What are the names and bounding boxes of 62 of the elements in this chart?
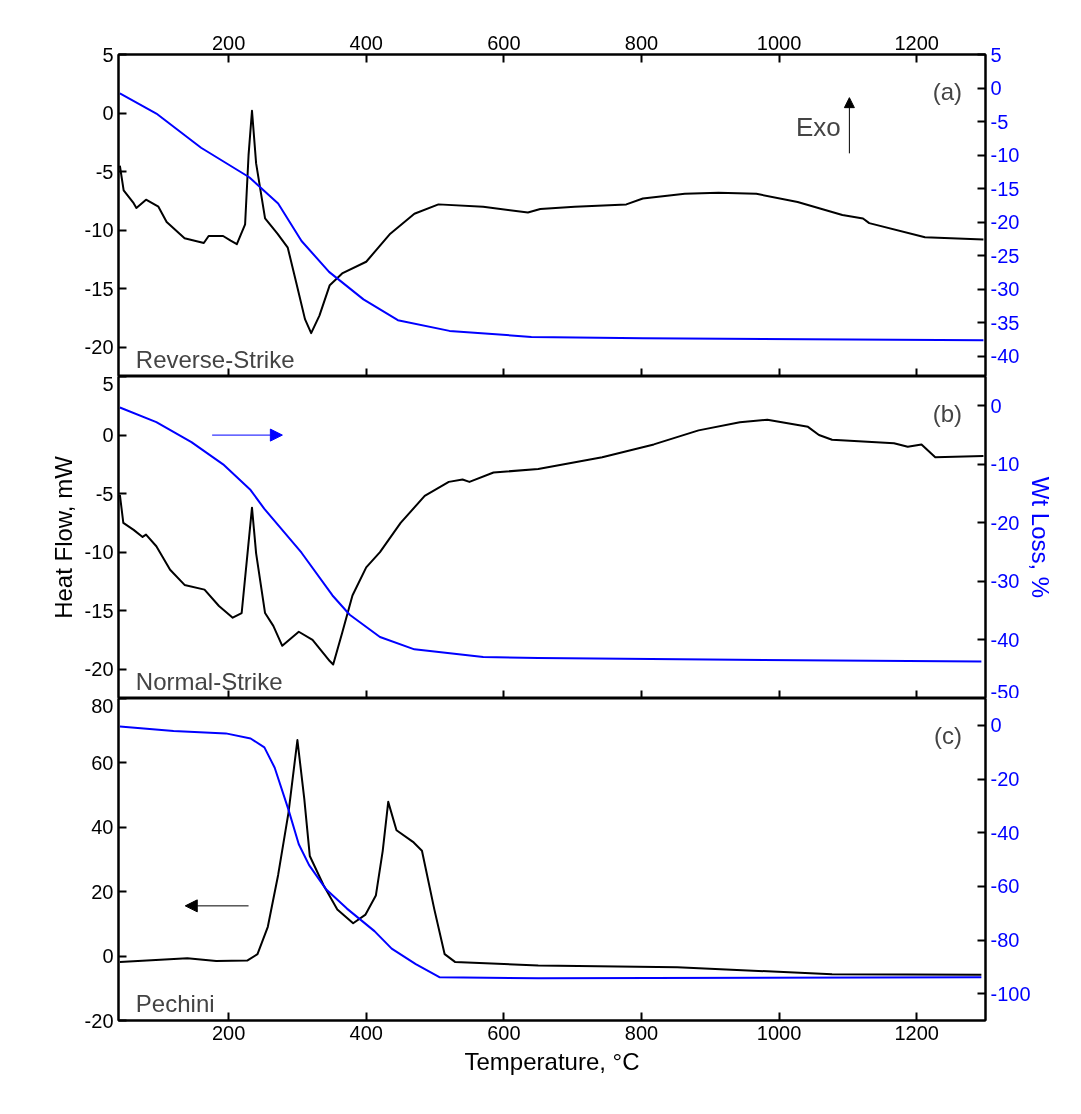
y-tick-label: 0 [102,102,114,125]
y-tick-label: 5 [102,43,114,66]
x2-tick-label: 800 [624,31,659,54]
y2-tick-label: -5 [990,110,1009,133]
y-tick-label: -15 [84,599,114,622]
y-tick-label: -10 [84,541,114,564]
y2-tick-label: -30 [990,278,1020,301]
x-tick-label: 1000 [756,1021,802,1044]
y-tick-label: 40 [91,816,114,839]
y-tick-label: 60 [91,751,114,774]
annotation: (b) [932,400,963,428]
y-tick-label: 80 [91,694,114,717]
y2-tick-label: -40 [990,821,1020,844]
y-tick-label: 0 [102,945,114,968]
y-tick-label: -10 [84,219,114,242]
y-tick-label: -15 [84,277,114,300]
x2-tick-label: 1000 [756,31,802,54]
y-tick-label: 0 [102,424,114,447]
y2-tick-label: -40 [990,628,1020,651]
y2-tick-label: 0 [990,77,1002,100]
x-tick-label: 1200 [894,1021,939,1044]
y-tick-label: -5 [95,482,114,505]
y2-tick-label: -100 [990,982,1031,1005]
y-tick-label: -5 [95,160,114,183]
y-tick-label: -20 [84,1009,114,1032]
x-tick-label: 800 [624,1021,659,1044]
annotation: Reverse-Strike [135,346,295,374]
x2-tick-label: 400 [349,31,383,54]
y2-tick-label: -20 [990,511,1020,534]
annotation: Pechini [135,990,215,1018]
x-tick-label: 400 [349,1021,383,1044]
x-axis-title: Temperature, °C [464,1047,640,1075]
annotation: (c) [934,722,963,750]
x2-tick-label: 1200 [894,31,939,54]
x2-tick-label: 600 [487,31,521,54]
y2-tick-label: 0 [990,394,1002,417]
y2-axis-title: Wt Loss, % [1027,476,1055,599]
y2-tick-label: -30 [990,570,1020,593]
x-tick-label: 600 [487,1021,521,1044]
y2-tick-label: -10 [990,144,1020,167]
y2-tick-label: -50 [990,680,1020,703]
y2-tick-label: -35 [990,311,1020,334]
y2-tick-label: -80 [990,929,1020,951]
y-tick-label: -20 [84,336,114,359]
y2-tick-label: 0 [990,714,1002,737]
y2-tick-label: -40 [990,345,1020,368]
y-tick-label: -20 [84,658,114,681]
y2-tick-label: -60 [990,875,1020,898]
x2-tick-label: 200 [211,31,246,54]
y-axis-title: Heat Flow, mW [49,455,77,619]
y2-tick-label: 5 [990,43,1002,66]
y2-tick-label: -20 [990,211,1020,234]
y-tick-label: 20 [91,880,114,903]
annotation: (a) [932,78,963,106]
y2-tick-label: -10 [990,453,1020,476]
y2-tick-label: -15 [990,177,1020,200]
annotation: Exo [795,111,841,142]
y-tick-label: 5 [102,372,114,395]
y2-tick-label: -25 [990,244,1020,267]
y2-tick-label: -20 [990,768,1020,790]
annotation: Normal-Strike [135,668,283,696]
x-tick-label: 200 [211,1021,246,1044]
